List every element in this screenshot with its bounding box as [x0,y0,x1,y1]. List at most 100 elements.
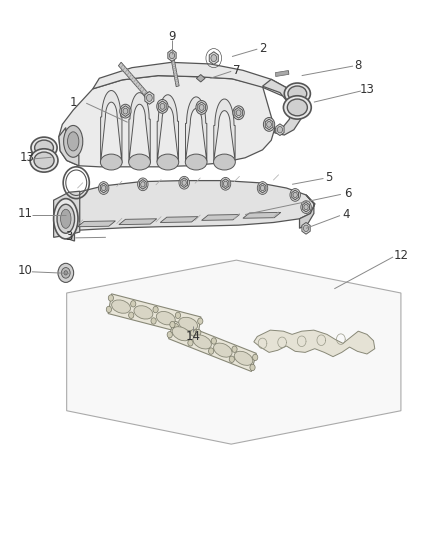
Polygon shape [276,70,289,76]
Ellipse shape [100,154,122,170]
Ellipse shape [35,140,53,155]
Circle shape [191,329,196,336]
Circle shape [61,268,70,278]
Text: 12: 12 [393,249,408,262]
Text: 10: 10 [18,264,33,277]
Polygon shape [108,294,201,337]
Circle shape [196,101,207,114]
Circle shape [232,346,237,352]
Ellipse shape [288,86,307,101]
Polygon shape [262,79,301,135]
Circle shape [120,104,131,118]
Circle shape [106,306,112,312]
Circle shape [198,318,203,325]
Text: 13: 13 [20,151,35,164]
Polygon shape [292,190,299,200]
Text: 8: 8 [355,59,362,71]
Text: 11: 11 [18,207,33,220]
Circle shape [182,180,186,185]
Text: 14: 14 [185,330,201,343]
Text: 6: 6 [344,187,351,200]
Polygon shape [53,219,74,241]
Circle shape [304,225,309,231]
Polygon shape [93,62,289,96]
Ellipse shape [112,300,131,313]
Circle shape [199,104,204,110]
Polygon shape [59,76,275,167]
Polygon shape [168,50,176,61]
Circle shape [260,185,265,191]
Ellipse shape [67,132,79,151]
Circle shape [293,192,297,198]
Ellipse shape [134,306,153,319]
Circle shape [233,106,244,119]
Circle shape [229,356,234,362]
Polygon shape [119,219,157,224]
Circle shape [253,354,258,360]
Polygon shape [129,93,150,163]
Polygon shape [170,55,179,87]
Circle shape [179,176,189,189]
Circle shape [64,271,67,275]
Polygon shape [276,124,284,135]
Circle shape [304,205,308,210]
Circle shape [102,185,106,191]
Polygon shape [59,181,315,230]
Circle shape [208,348,214,354]
Ellipse shape [214,343,232,357]
Text: 13: 13 [360,84,374,96]
Polygon shape [259,183,266,193]
Polygon shape [303,203,309,212]
Polygon shape [181,178,187,188]
Polygon shape [214,99,235,161]
Ellipse shape [30,149,58,172]
Circle shape [138,178,148,191]
Polygon shape [198,102,205,113]
Ellipse shape [283,96,311,119]
Polygon shape [100,183,107,193]
Circle shape [170,52,175,59]
Ellipse shape [129,154,150,170]
Ellipse shape [60,209,71,228]
Ellipse shape [53,199,78,239]
Polygon shape [201,215,240,220]
Circle shape [301,201,311,214]
Polygon shape [78,221,116,227]
Polygon shape [265,119,273,130]
Circle shape [151,318,156,324]
Ellipse shape [214,154,235,170]
Circle shape [129,312,134,318]
Polygon shape [185,97,207,161]
Circle shape [170,321,175,328]
Circle shape [153,306,158,313]
Polygon shape [67,260,401,444]
Polygon shape [302,222,310,234]
Ellipse shape [57,204,74,233]
Polygon shape [160,216,198,222]
Circle shape [188,340,193,346]
Circle shape [108,295,113,301]
Circle shape [157,100,168,114]
Text: 1: 1 [70,95,77,109]
Text: 2: 2 [259,42,266,54]
Polygon shape [159,101,166,112]
Circle shape [141,182,145,187]
Ellipse shape [193,335,212,349]
Text: 4: 4 [343,208,350,221]
Ellipse shape [31,137,57,158]
Ellipse shape [157,154,179,170]
Text: 9: 9 [168,30,176,43]
Circle shape [58,203,65,211]
Polygon shape [101,91,122,163]
Ellipse shape [179,317,198,330]
Polygon shape [122,106,129,116]
Polygon shape [254,330,375,357]
Polygon shape [59,127,79,166]
Circle shape [223,181,228,187]
Polygon shape [118,62,151,100]
Circle shape [173,324,179,330]
Polygon shape [235,108,242,118]
Circle shape [211,54,217,62]
Polygon shape [157,95,179,162]
Ellipse shape [57,203,74,235]
